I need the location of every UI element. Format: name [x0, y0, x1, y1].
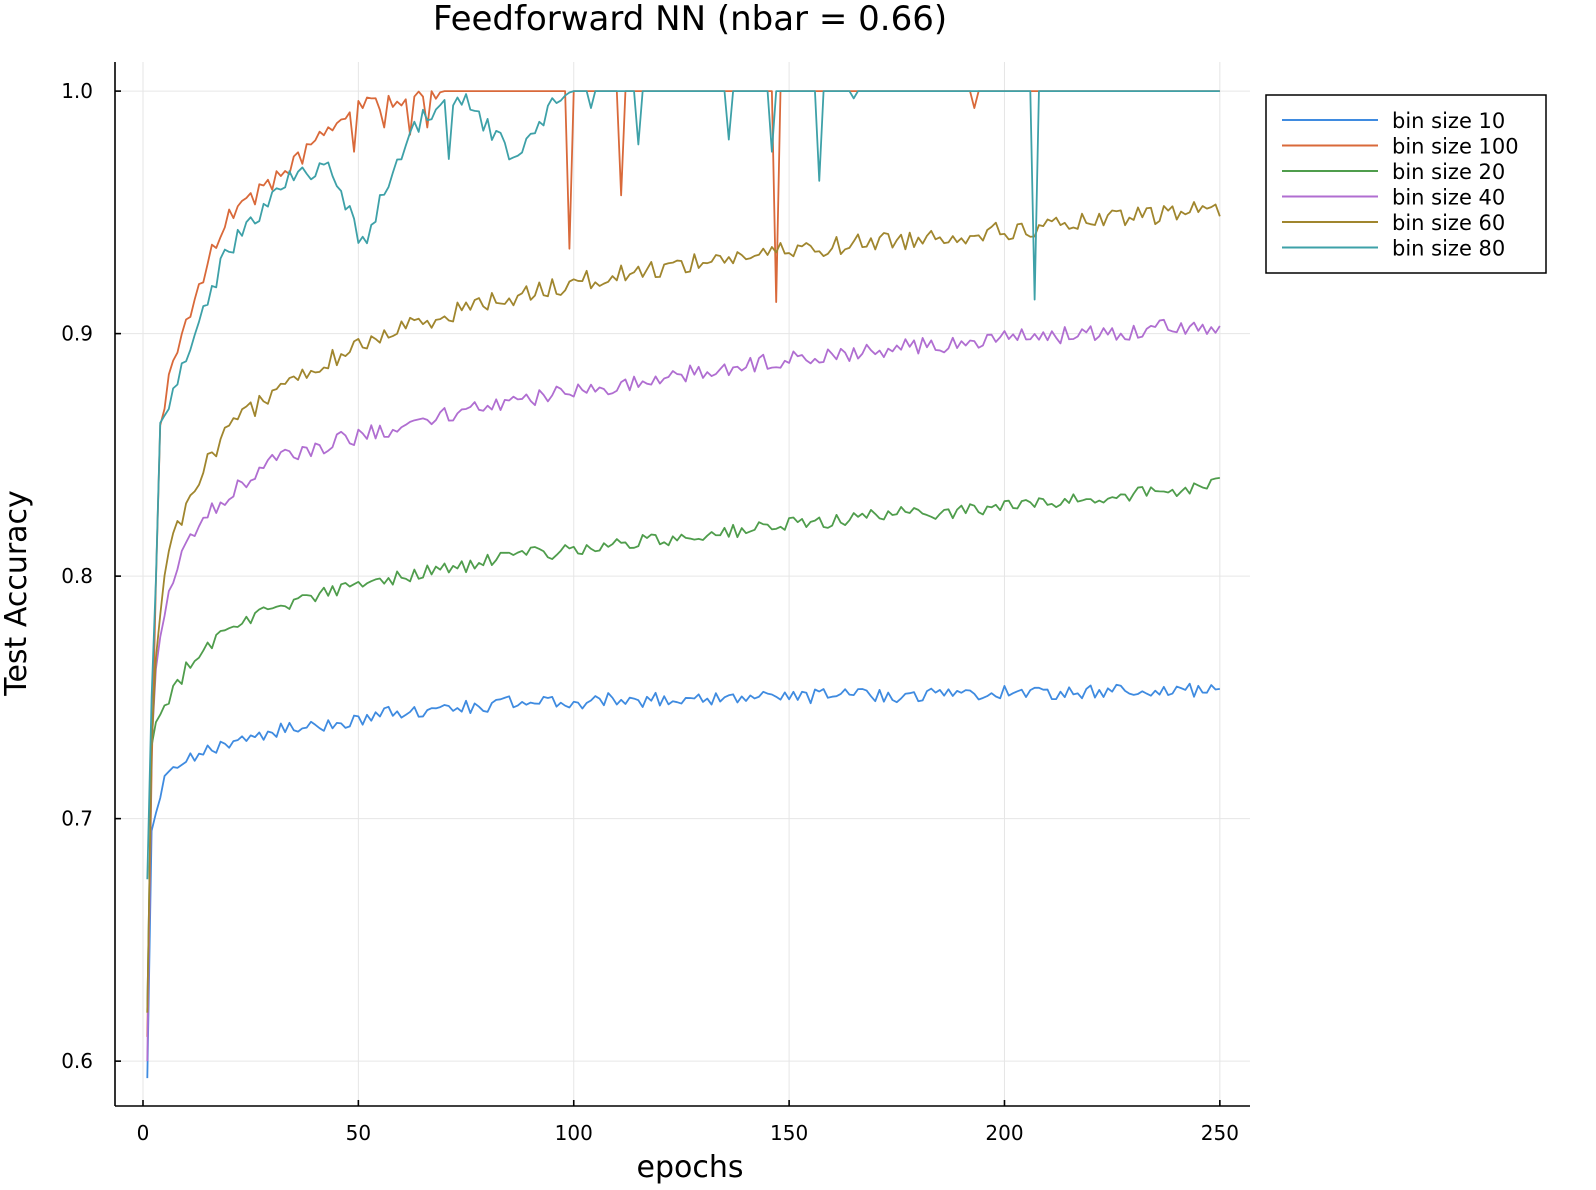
legend-label: bin size 20: [1392, 160, 1505, 184]
legend-label: bin size 40: [1392, 186, 1505, 210]
y-tick-label: 0.9: [61, 322, 93, 346]
series-line-bin-size-20: [146, 476, 1220, 1013]
axes: 0 50 100 150 200 250 0.6 0.7 0.8 0.9 1.0: [61, 62, 1250, 1145]
series-line-bin-size-80: [146, 90, 1220, 880]
x-tick-label: 50: [346, 1121, 371, 1145]
legend-box: [1265, 94, 1547, 274]
y-tick-label: 0.8: [61, 564, 93, 588]
y-tick-label: 0.7: [61, 807, 93, 831]
series-line-bin-size-10: [146, 682, 1220, 1079]
x-tick-label: 0: [137, 1121, 150, 1145]
y-tick-label: 0.6: [61, 1049, 93, 1073]
legend-label: bin size 60: [1392, 211, 1505, 235]
series-line-bin-size-40: [146, 318, 1221, 1062]
x-tick-label: 100: [555, 1121, 593, 1145]
x-tick-label: 250: [1201, 1121, 1239, 1145]
chart-title: Feedforward NN (nbar = 0.66): [433, 0, 947, 39]
series-line-bin-size-60: [146, 201, 1221, 1013]
x-tick-label: 200: [985, 1121, 1023, 1145]
plot-area: [146, 90, 1221, 1079]
legend-label: bin size 10: [1392, 109, 1505, 133]
y-axis-label: Test Accuracy: [0, 490, 34, 697]
x-axis-label: epochs: [637, 1150, 744, 1185]
gridlines: [115, 62, 1250, 1106]
series-line-bin-size-100: [146, 90, 1220, 1037]
y-tick-label: 1.0: [61, 79, 93, 103]
legend-label: bin size 100: [1392, 135, 1519, 159]
legend-label: bin size 80: [1392, 237, 1505, 261]
x-tick-label: 150: [770, 1121, 808, 1145]
